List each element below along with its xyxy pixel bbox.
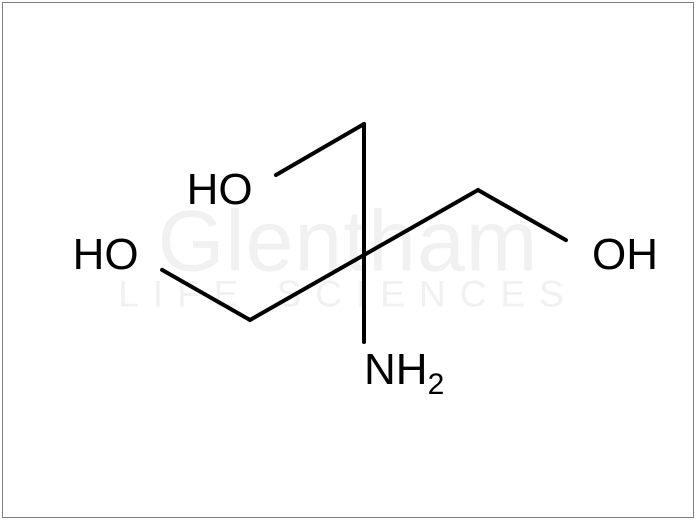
atom-label-O_topleft: HO [187, 168, 253, 212]
bond [478, 190, 566, 240]
bond [276, 124, 364, 175]
figure-frame: Glentham LIFE SCIENCES NH2HOHOOH [0, 0, 696, 520]
bond-group [162, 124, 566, 342]
atom-label-N: NH2 [364, 348, 444, 392]
bond [364, 190, 478, 255]
atom-label-O_right: OH [592, 233, 658, 277]
bond [250, 255, 364, 320]
atom-label-O_left: HO [73, 233, 139, 277]
bond [162, 270, 250, 320]
